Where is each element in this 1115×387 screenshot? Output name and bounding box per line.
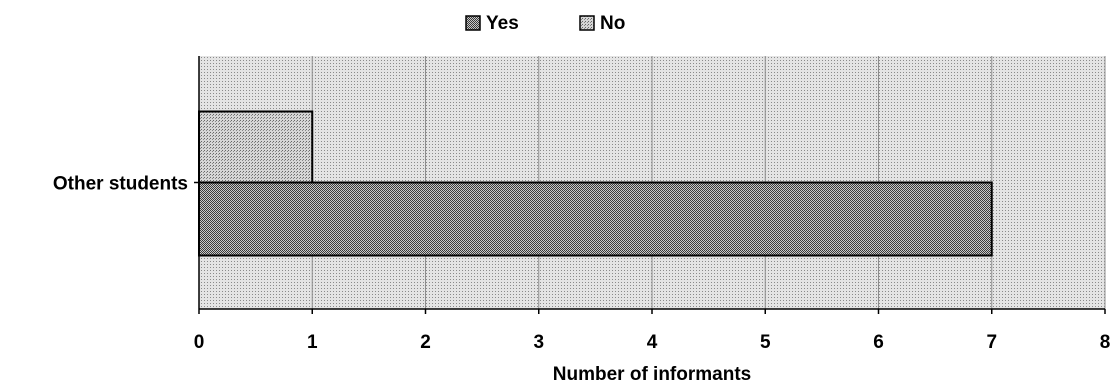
axes — [194, 56, 1106, 314]
bars — [198, 110, 993, 257]
category-labels: Other students — [53, 174, 188, 195]
legend-swatch-no — [579, 15, 595, 31]
legend-swatch-yes — [465, 15, 481, 31]
legend-label-yes: Yes — [486, 13, 519, 34]
x-tick-label: 6 — [873, 332, 884, 353]
x-tick-label: 5 — [760, 332, 771, 353]
x-tick-label: 7 — [986, 332, 997, 353]
x-tick-label: 4 — [647, 332, 658, 353]
bar-yes — [198, 181, 993, 257]
x-tick-label: 0 — [194, 332, 205, 353]
category-label: Other students — [53, 174, 188, 195]
x-tick-label: 1 — [307, 332, 318, 353]
x-tick-label: 8 — [1100, 332, 1111, 353]
legend-label-no: No — [600, 13, 625, 34]
legend: Yes No — [465, 13, 625, 34]
x-axis-title: Number of informants — [553, 364, 751, 385]
bar-no — [198, 110, 314, 184]
x-tick-label: 3 — [533, 332, 544, 353]
x-tick-label: 2 — [420, 332, 431, 353]
x-tick-labels: 0 1 2 3 4 5 6 7 8 — [194, 332, 1111, 353]
